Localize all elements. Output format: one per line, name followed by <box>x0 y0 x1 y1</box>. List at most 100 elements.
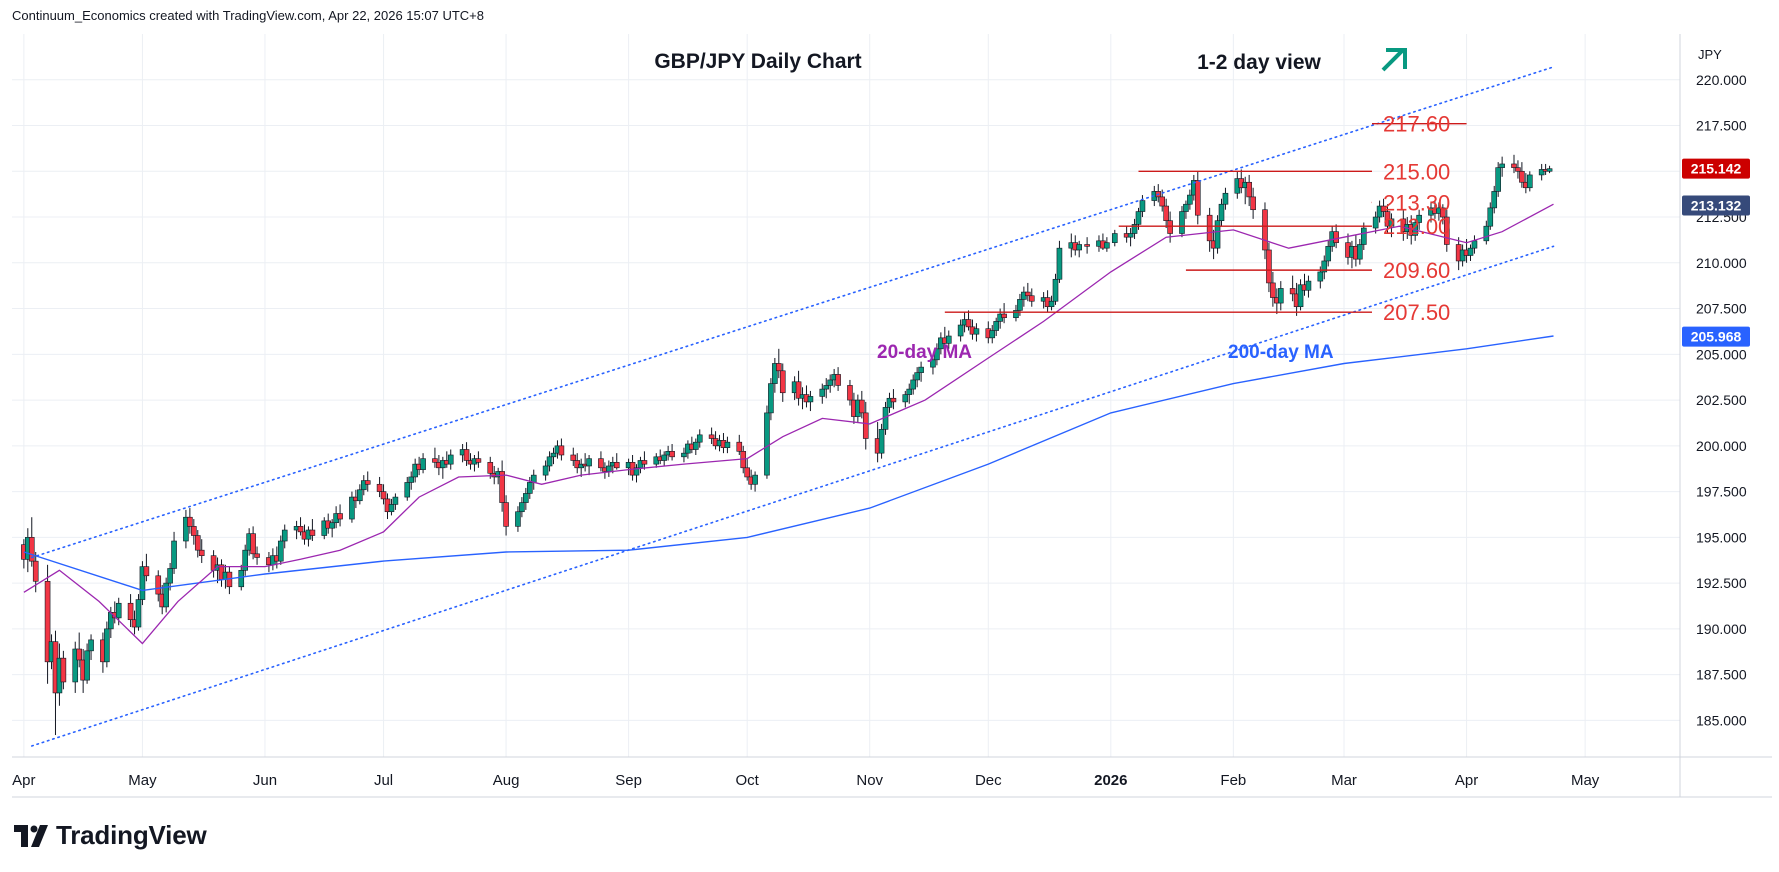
candle-body <box>242 549 249 571</box>
candlesticks <box>21 154 1553 736</box>
candle-body <box>1139 200 1146 212</box>
candle-body <box>1325 246 1332 262</box>
candle-body <box>380 491 387 500</box>
candle-body <box>72 648 79 683</box>
candle-body <box>835 374 841 386</box>
candle-body <box>171 540 177 569</box>
price-badge <box>1682 326 1750 347</box>
candle-body <box>613 462 620 469</box>
candle-body <box>1076 244 1083 251</box>
candle-body <box>862 412 869 439</box>
candle-body <box>1187 194 1193 205</box>
candle-body <box>167 568 173 584</box>
candle-body <box>570 454 577 461</box>
candle-body <box>238 570 245 588</box>
candle-body <box>598 458 604 469</box>
candle-body <box>945 335 952 344</box>
candle-body <box>752 474 758 485</box>
candle-body <box>337 513 343 520</box>
candle-body <box>1025 291 1031 297</box>
candle-body <box>198 549 205 556</box>
y-tick-label: 210.000 <box>1696 255 1747 271</box>
up-arrow-shaft <box>1381 48 1405 72</box>
candle-body <box>60 657 67 683</box>
price-badge-label: 215.142 <box>1691 161 1742 177</box>
candle-body <box>1305 280 1312 291</box>
chart-grid <box>12 34 1680 757</box>
candle-body <box>1372 216 1379 229</box>
candle-body <box>1048 300 1055 308</box>
candle-body <box>392 496 399 505</box>
candle-body <box>376 483 383 492</box>
candle-body <box>28 537 35 562</box>
candle-body <box>447 454 454 465</box>
y-tick-label: 195.000 <box>1696 529 1747 545</box>
ma200-annotation: 200-day MA <box>1228 342 1334 363</box>
up-arrow-head <box>1386 48 1407 69</box>
level-label: 217.60 <box>1383 112 1450 137</box>
candle-body <box>1443 216 1450 245</box>
candle-body <box>523 493 529 503</box>
attribution-text: Continuum_Economics created with Trading… <box>12 8 484 23</box>
candle-body <box>1289 288 1296 295</box>
x-tick-label: May <box>128 772 157 789</box>
candle-body <box>957 324 964 337</box>
candle-body <box>1270 282 1276 298</box>
candle-body <box>827 379 833 386</box>
candle-body <box>139 566 146 600</box>
candle-body <box>550 452 557 458</box>
x-tick-label: 2026 <box>1094 772 1127 789</box>
candle-body <box>277 540 284 562</box>
candle-body <box>1017 299 1023 311</box>
candle-body <box>542 465 549 476</box>
candle-body <box>499 471 505 503</box>
candle-body <box>1357 244 1363 260</box>
price-badge-label: 213.132 <box>1691 197 1742 213</box>
axes: 185.000 187.500 190.000 192.500 195.000 197.5… <box>12 34 1772 798</box>
level-label: 212.00 <box>1383 214 1450 239</box>
x-tick-label: Jun <box>253 772 277 789</box>
y-tick-label: 207.500 <box>1696 301 1747 317</box>
candle-body <box>1104 242 1110 249</box>
candle-body <box>1499 163 1505 168</box>
x-tick-label: May <box>1571 772 1600 789</box>
x-tick-label: Dec <box>975 772 1002 789</box>
candle-body <box>32 560 39 582</box>
candle-body <box>1131 224 1138 234</box>
candle-body <box>187 516 193 527</box>
y-tick-label: 202.500 <box>1696 392 1747 408</box>
candle-body <box>194 535 201 551</box>
candle-body <box>1515 167 1521 172</box>
candle-body <box>357 489 363 502</box>
tradingview-logo-icon <box>14 824 48 847</box>
candle-body <box>1056 247 1063 280</box>
x-tick-label: Apr <box>12 772 35 789</box>
x-tick-label: Oct <box>736 772 760 789</box>
tradingview-logo[interactable]: TradingView <box>14 820 207 851</box>
candle-body <box>1159 196 1166 207</box>
candle-body <box>88 639 94 652</box>
candle-body <box>934 348 940 361</box>
candle-body <box>1321 260 1328 273</box>
y-tick-label: 217.500 <box>1696 118 1747 134</box>
candle-body <box>515 511 521 527</box>
candle-body <box>633 467 640 476</box>
level-label: 215.00 <box>1383 159 1450 184</box>
candle-body <box>1440 207 1446 218</box>
level-label: 213.30 <box>1383 190 1450 215</box>
candle-body <box>432 458 438 463</box>
candle-body <box>807 396 814 403</box>
candle-body <box>135 599 142 628</box>
candle-body <box>1163 205 1169 221</box>
candle-body <box>546 456 553 467</box>
candle-body <box>309 529 316 536</box>
candle-body <box>1052 278 1059 302</box>
x-tick-label: Aug <box>493 772 520 789</box>
candle-body <box>819 388 826 397</box>
candle-body <box>191 526 197 536</box>
candle-body <box>1483 225 1490 242</box>
candle-body <box>764 412 770 476</box>
candle-body <box>993 321 999 331</box>
